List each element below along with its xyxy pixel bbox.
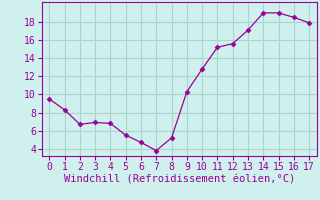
X-axis label: Windchill (Refroidissement éolien,°C): Windchill (Refroidissement éolien,°C) xyxy=(64,174,295,184)
